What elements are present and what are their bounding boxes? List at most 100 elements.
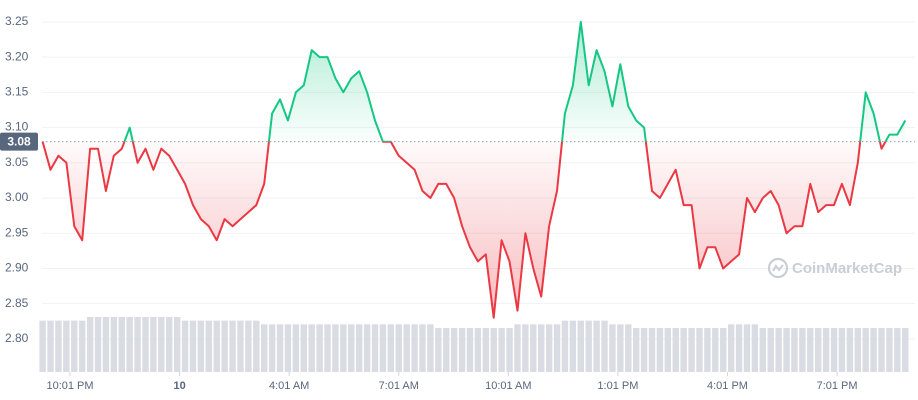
volume-bar	[720, 327, 727, 372]
volume-bar	[355, 324, 363, 372]
volume-bar	[245, 320, 252, 372]
volume-bar	[435, 327, 442, 372]
volume-bar	[838, 327, 846, 372]
price-line-down	[41, 141, 887, 319]
volume-bar	[609, 324, 616, 372]
volume-bar	[221, 320, 228, 372]
volume-bar	[593, 320, 600, 372]
volume-bar	[166, 316, 173, 372]
volume-bar	[213, 320, 220, 372]
y-tick-label: 3.10	[5, 120, 29, 134]
volume-bar	[894, 327, 901, 372]
volume-bar	[94, 316, 102, 372]
volume-bar	[197, 320, 205, 372]
x-tick-label: 4:01 AM	[269, 380, 309, 392]
volume-bar	[110, 316, 118, 372]
volume-bar	[862, 327, 869, 372]
volume-bar	[284, 324, 292, 372]
x-tick-label: 1:01 PM	[597, 380, 638, 392]
volume-bar	[316, 324, 323, 372]
y-tick-label: 2.80	[5, 331, 29, 345]
y-tick-label: 3.25	[5, 14, 29, 28]
volume-bar	[490, 327, 497, 372]
y-tick-label: 2.95	[5, 225, 29, 239]
volume-bar	[743, 324, 751, 372]
volume-bar	[419, 324, 426, 372]
volume-bar	[63, 320, 70, 372]
volume-bar	[474, 327, 482, 372]
volume-bar	[150, 316, 157, 372]
volume-bar	[292, 324, 300, 372]
y-tick-label: 2.85	[5, 296, 29, 310]
watermark-text: CoinMarketCap	[792, 260, 902, 277]
volume-bar	[363, 324, 371, 372]
volume-bar	[205, 320, 213, 372]
volume-bar	[902, 327, 909, 372]
volume-bar	[506, 327, 513, 372]
volume-bar	[498, 327, 505, 372]
volume-bar	[759, 327, 767, 372]
volume-bar	[458, 327, 466, 372]
volume-bar	[78, 320, 86, 372]
volume-bar	[561, 320, 569, 372]
volume-bar	[625, 324, 632, 372]
x-tick-label: 10:01 PM	[46, 380, 93, 392]
volume-bar	[727, 324, 735, 372]
volume-bar	[71, 320, 78, 372]
volume-bar	[704, 327, 711, 372]
volume-bar	[617, 324, 624, 372]
volume-bar	[268, 324, 276, 372]
volume-bar	[672, 327, 679, 372]
volume-bar	[680, 327, 687, 372]
volume-bar	[173, 316, 181, 372]
volume-bar	[807, 327, 814, 372]
volume-bar	[815, 327, 822, 372]
volume-bar	[158, 316, 165, 372]
volume-bar	[712, 327, 719, 372]
volume-bar	[371, 324, 379, 372]
volume-bar	[466, 327, 474, 372]
area-down	[42, 141, 886, 318]
volume-bar	[348, 324, 355, 372]
volume-bar	[340, 324, 347, 372]
volume-bar	[569, 320, 577, 372]
volume-bar	[538, 324, 545, 372]
volume-bar	[189, 320, 197, 372]
volume-bar	[482, 327, 490, 372]
x-tick-label: 7:01 PM	[817, 380, 858, 392]
volume-bar	[783, 327, 790, 372]
volume-bar	[648, 327, 656, 372]
volume-bar	[585, 320, 592, 372]
volume-bar	[324, 324, 331, 372]
volume-bar	[545, 324, 553, 372]
y-tick-label: 3.05	[5, 155, 29, 169]
volume-bar	[553, 324, 561, 372]
volume-bar	[656, 327, 664, 372]
volume-bar	[751, 324, 759, 372]
volume-bar	[791, 327, 798, 372]
volume-bar	[632, 327, 640, 372]
volume-bar	[514, 324, 521, 372]
volume-bar	[878, 327, 885, 372]
volume-bar	[696, 327, 703, 372]
volume-bar	[664, 327, 672, 372]
volume-bar	[253, 320, 260, 372]
volume-bar	[854, 327, 861, 372]
volume-bar	[181, 320, 189, 372]
volume-bar	[308, 324, 315, 372]
y-tick-label: 3.15	[5, 85, 29, 99]
volume-bar	[403, 324, 410, 372]
volume-bar	[39, 320, 46, 372]
volume-bar	[822, 327, 830, 372]
volume-bar	[261, 324, 268, 372]
x-tick-label: 10	[173, 380, 185, 392]
volume-bar	[846, 327, 854, 372]
x-tick-label: 7:01 AM	[379, 380, 419, 392]
volume-bar	[799, 327, 806, 372]
volume-bar	[530, 324, 537, 372]
volume-bar	[767, 327, 774, 372]
volume-bar	[237, 320, 244, 372]
volume-bar	[47, 320, 54, 372]
volume-bar	[830, 327, 838, 372]
